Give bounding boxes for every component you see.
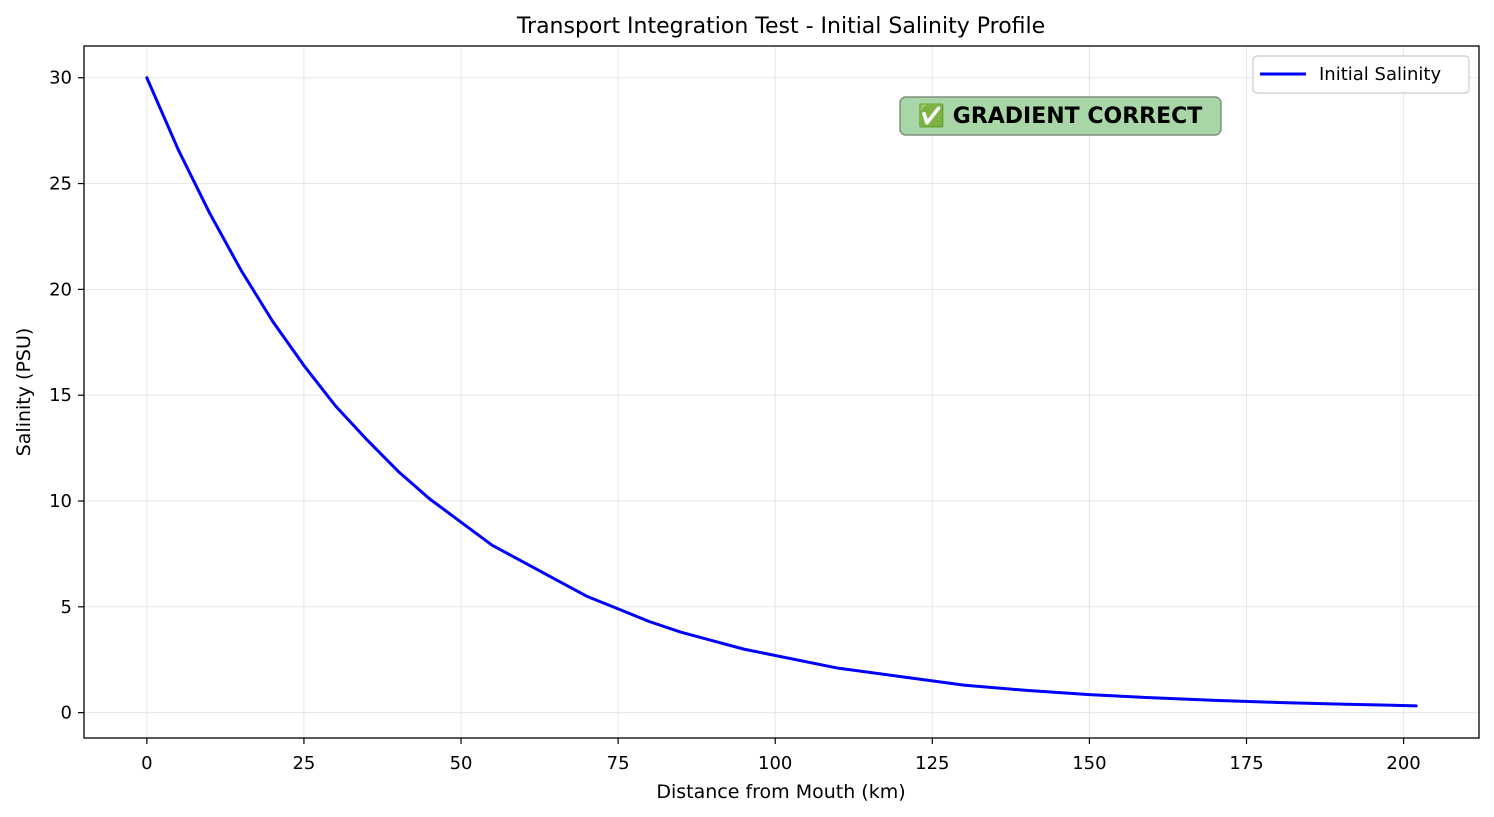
chart-title: Transport Integration Test - Initial Sal… [516,14,1045,39]
plot-frame [83,45,1480,739]
y-tick-label: 15 [49,385,72,406]
x-tick-label: 125 [915,753,949,774]
x-tick-label: 100 [758,753,792,774]
x-tick-label: 200 [1386,753,1420,774]
x-tick-label: 25 [292,753,315,774]
y-tick-label: 25 [49,174,72,195]
legend: Initial Salinity [1252,55,1470,94]
legend-label: Initial Salinity [1319,64,1441,85]
y-tick-label: 20 [49,279,72,300]
x-tick-label: 0 [141,753,152,774]
y-axis-label: Salinity (PSU) [13,328,35,457]
x-axis-ticks: 0 25 50 75 100 125 150 175 200 [141,738,1421,774]
badge-background [899,96,1222,136]
y-tick-label: 10 [49,491,72,512]
y-tick-label: 0 [61,703,72,724]
series-layer [145,76,1418,708]
x-tick-label: 50 [450,753,473,774]
grid-lines [84,46,1479,738]
x-tick-label: 175 [1229,753,1263,774]
y-tick-label: 30 [49,68,72,89]
series-line-initial-salinity [145,76,1418,708]
y-axis-ticks: 0 5 10 15 20 25 30 [49,68,84,724]
gradient-correct-badge: ✅ GRADIENT CORRECT [899,96,1222,136]
x-axis-label: Distance from Mouth (km) [656,781,905,803]
x-tick-label: 150 [1072,753,1106,774]
y-tick-label: 5 [61,597,72,618]
badge-text: ✅ GRADIENT CORRECT [918,103,1203,129]
legend-box [1252,55,1470,94]
x-tick-label: 75 [607,753,630,774]
